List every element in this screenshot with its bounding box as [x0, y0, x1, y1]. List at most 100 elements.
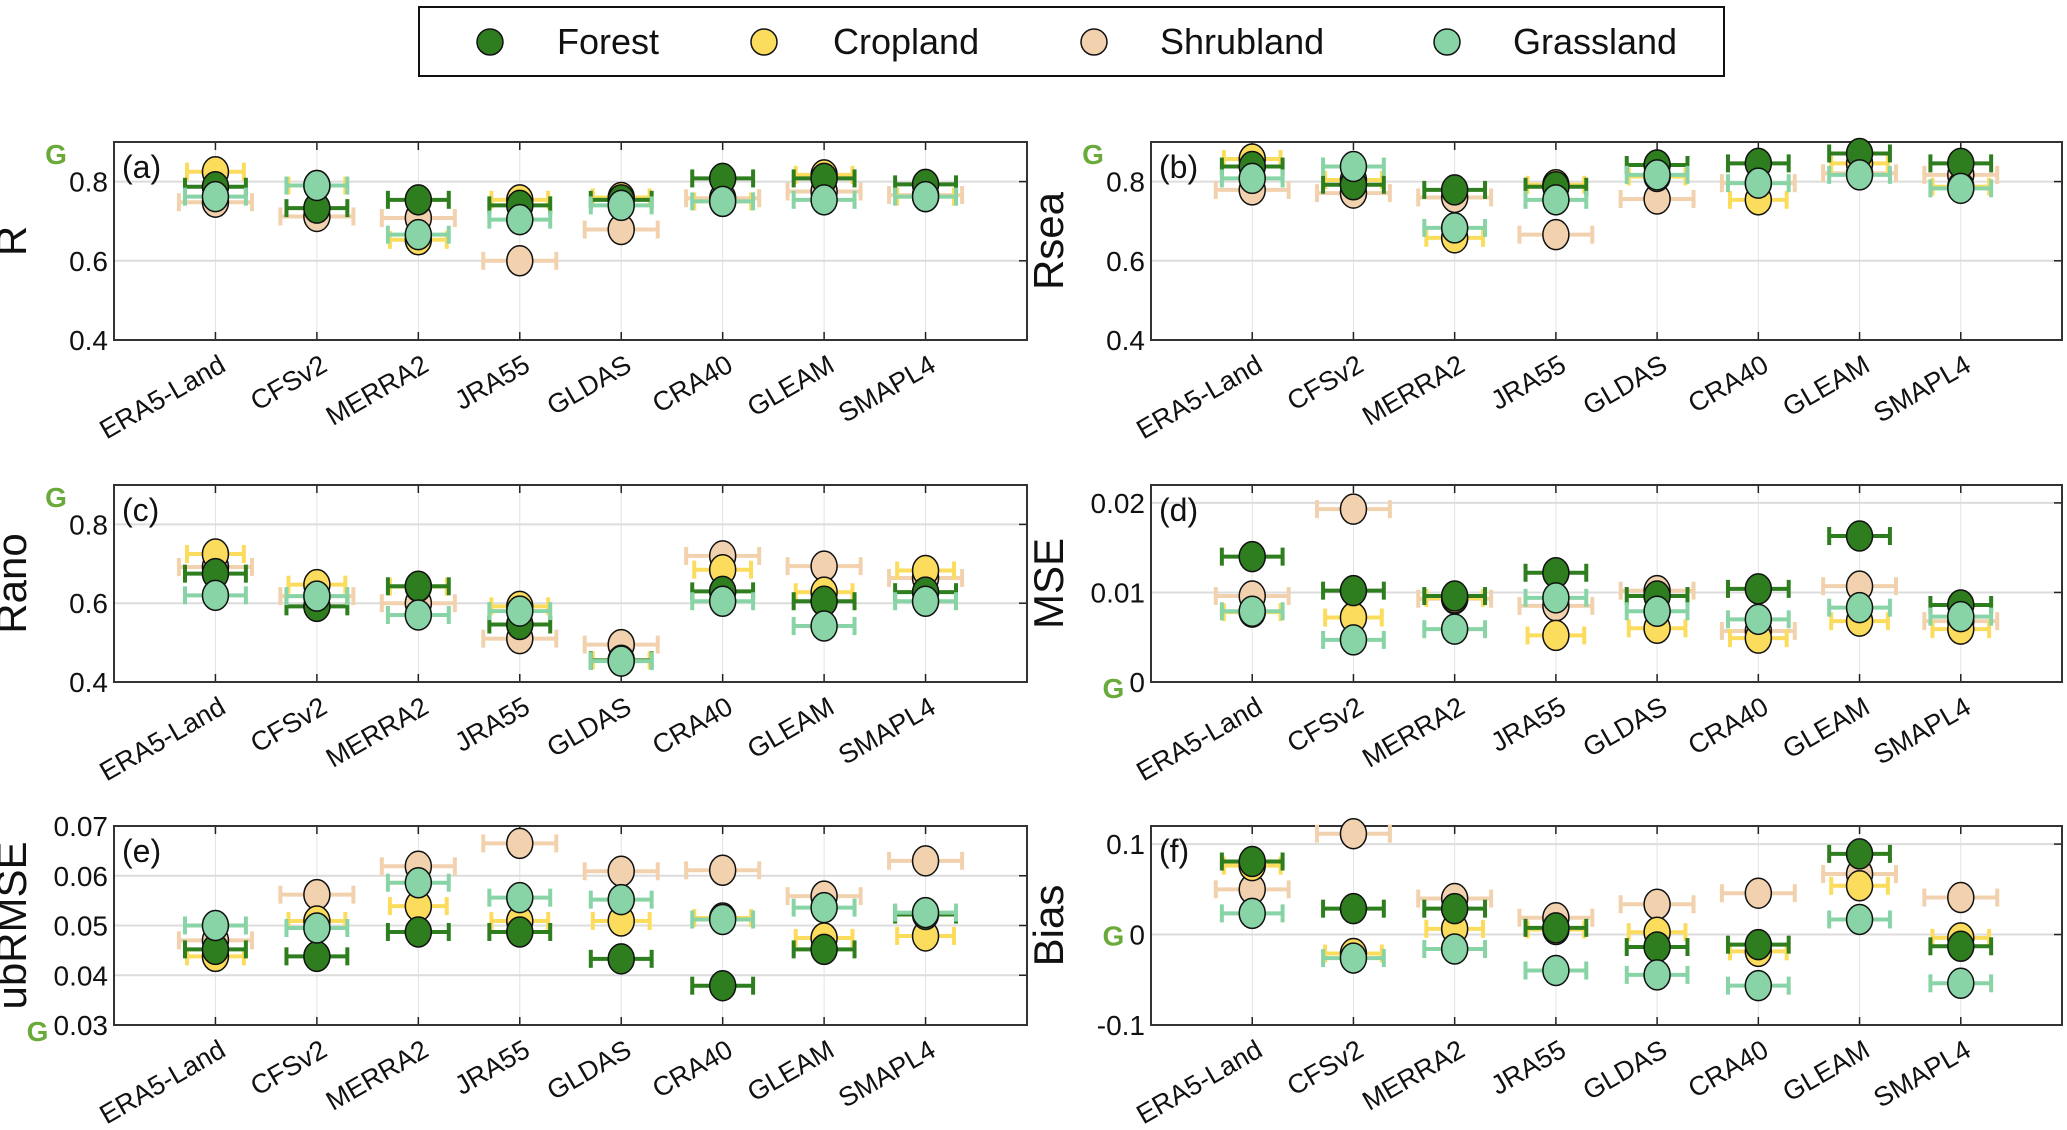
marker-forest: [1440, 892, 1469, 925]
data-point: [385, 599, 451, 631]
data-point: [1624, 959, 1690, 991]
data-point: [1219, 162, 1285, 195]
data-point: [588, 943, 654, 975]
x-tick-label: ERA5-Land: [95, 1034, 231, 1130]
y-tick-label: 0.6: [69, 246, 108, 277]
data-point: [385, 570, 451, 603]
marker-forest: [1440, 174, 1469, 206]
marker-forest: [1339, 892, 1368, 925]
marker-forest: [1744, 928, 1773, 961]
legend-label: Shrubland: [1160, 21, 1324, 62]
marker-grassland: [607, 645, 635, 677]
data-point: [1523, 184, 1589, 216]
marker-forest: [1440, 580, 1469, 612]
data-point: [1219, 845, 1285, 878]
data-point: [284, 940, 350, 973]
marker-forest: [404, 916, 433, 948]
g-marker: G: [1103, 921, 1125, 952]
data-point: [690, 903, 756, 936]
x-tick-label: MERRA2: [1357, 691, 1469, 773]
marker-grassland: [404, 218, 433, 251]
marker-grassland: [1845, 591, 1874, 624]
plot-frame: [1150, 825, 2063, 1026]
x-tick-label: MERRA2: [321, 349, 433, 431]
marker-grassland: [303, 580, 331, 612]
x-tick-label: SMAPL4: [833, 1034, 940, 1113]
marker-grassland: [1947, 172, 1975, 205]
x-tick-label: GLEAM: [1778, 691, 1875, 764]
marker-grassland: [1643, 159, 1671, 191]
data-point: [1827, 520, 1892, 552]
marker-grassland: [1339, 150, 1368, 183]
data-point: [1829, 870, 1890, 902]
marker-forest: [1238, 540, 1266, 573]
data-point: [1928, 600, 1994, 633]
y-tick-label: 0.04: [54, 960, 109, 991]
marker-grassland: [1947, 600, 1975, 633]
data-point: [487, 595, 553, 627]
x-tick-label: GLDAS: [1578, 691, 1672, 763]
marker-forest: [810, 933, 838, 966]
x-tick-label: MERRA2: [1357, 349, 1469, 431]
y-tick-label: 0.4: [69, 667, 108, 698]
data-point: [692, 553, 754, 586]
y-axis-label: MSE: [1025, 538, 1072, 629]
x-tick-label: GLEAM: [742, 1034, 839, 1107]
marker-grassland: [1744, 969, 1773, 1002]
series-grassland: [183, 579, 958, 677]
x-tick-label: MERRA2: [321, 1034, 433, 1116]
y-axis-label: Rsea: [1025, 191, 1072, 290]
marker-grassland: [1744, 167, 1773, 199]
y-tick-label: 0.8: [69, 167, 108, 198]
data-point: [1827, 591, 1892, 624]
data-point: [684, 854, 762, 887]
legend-marker: [750, 28, 778, 56]
marker-grassland: [201, 579, 230, 612]
marker-shrubland: [1744, 877, 1773, 909]
marker-forest: [1238, 845, 1266, 878]
data-point: [1523, 582, 1589, 614]
x-tick-label: JRA55: [1486, 349, 1571, 416]
data-point: [1928, 147, 1994, 180]
marker-forest: [1542, 912, 1570, 944]
legend-item-cropland: Cropland: [750, 21, 979, 62]
x-tick-label: GLEAM: [1778, 1034, 1875, 1107]
data-point: [183, 180, 248, 213]
data-point: [1321, 150, 1386, 183]
marker-shrubland: [1339, 493, 1368, 525]
marker-grassland: [506, 203, 534, 236]
data-point: [1523, 557, 1589, 589]
data-point: [690, 162, 756, 195]
data-point: [1523, 954, 1589, 987]
data-point: [1523, 912, 1589, 944]
data-point: [791, 585, 857, 617]
x-tick-label: CFSv2: [245, 691, 331, 758]
y-tick-label: 0.8: [1106, 167, 1145, 198]
marker-cropland: [1845, 870, 1874, 902]
marker-shrubland: [1643, 888, 1671, 920]
legend-item-forest: Forest: [476, 21, 659, 62]
legend: Forest Cropland Shrubland Grassland: [418, 6, 1725, 77]
marker-grassland: [911, 896, 940, 929]
data-point: [1422, 892, 1488, 925]
marker-grassland: [1542, 954, 1570, 987]
marker-grassland: [1339, 624, 1368, 656]
marker-grassland: [1744, 603, 1773, 636]
data-point: [1624, 595, 1690, 628]
y-axis-label: Rano: [0, 533, 35, 633]
y-tick-label: 0.8: [69, 509, 108, 540]
data-point: [183, 933, 248, 966]
x-tick-label: GLDAS: [542, 691, 636, 763]
data-point: [895, 554, 956, 587]
series-grassland: [1219, 150, 1994, 244]
plot-frame: [113, 484, 1028, 683]
data-point: [481, 827, 559, 860]
data-point: [183, 579, 248, 612]
data-point: [785, 550, 863, 582]
marker-cropland: [1542, 619, 1570, 652]
marker-grassland: [1440, 613, 1469, 645]
plot-area: [1151, 142, 2062, 340]
panel-label: (e): [122, 833, 161, 869]
